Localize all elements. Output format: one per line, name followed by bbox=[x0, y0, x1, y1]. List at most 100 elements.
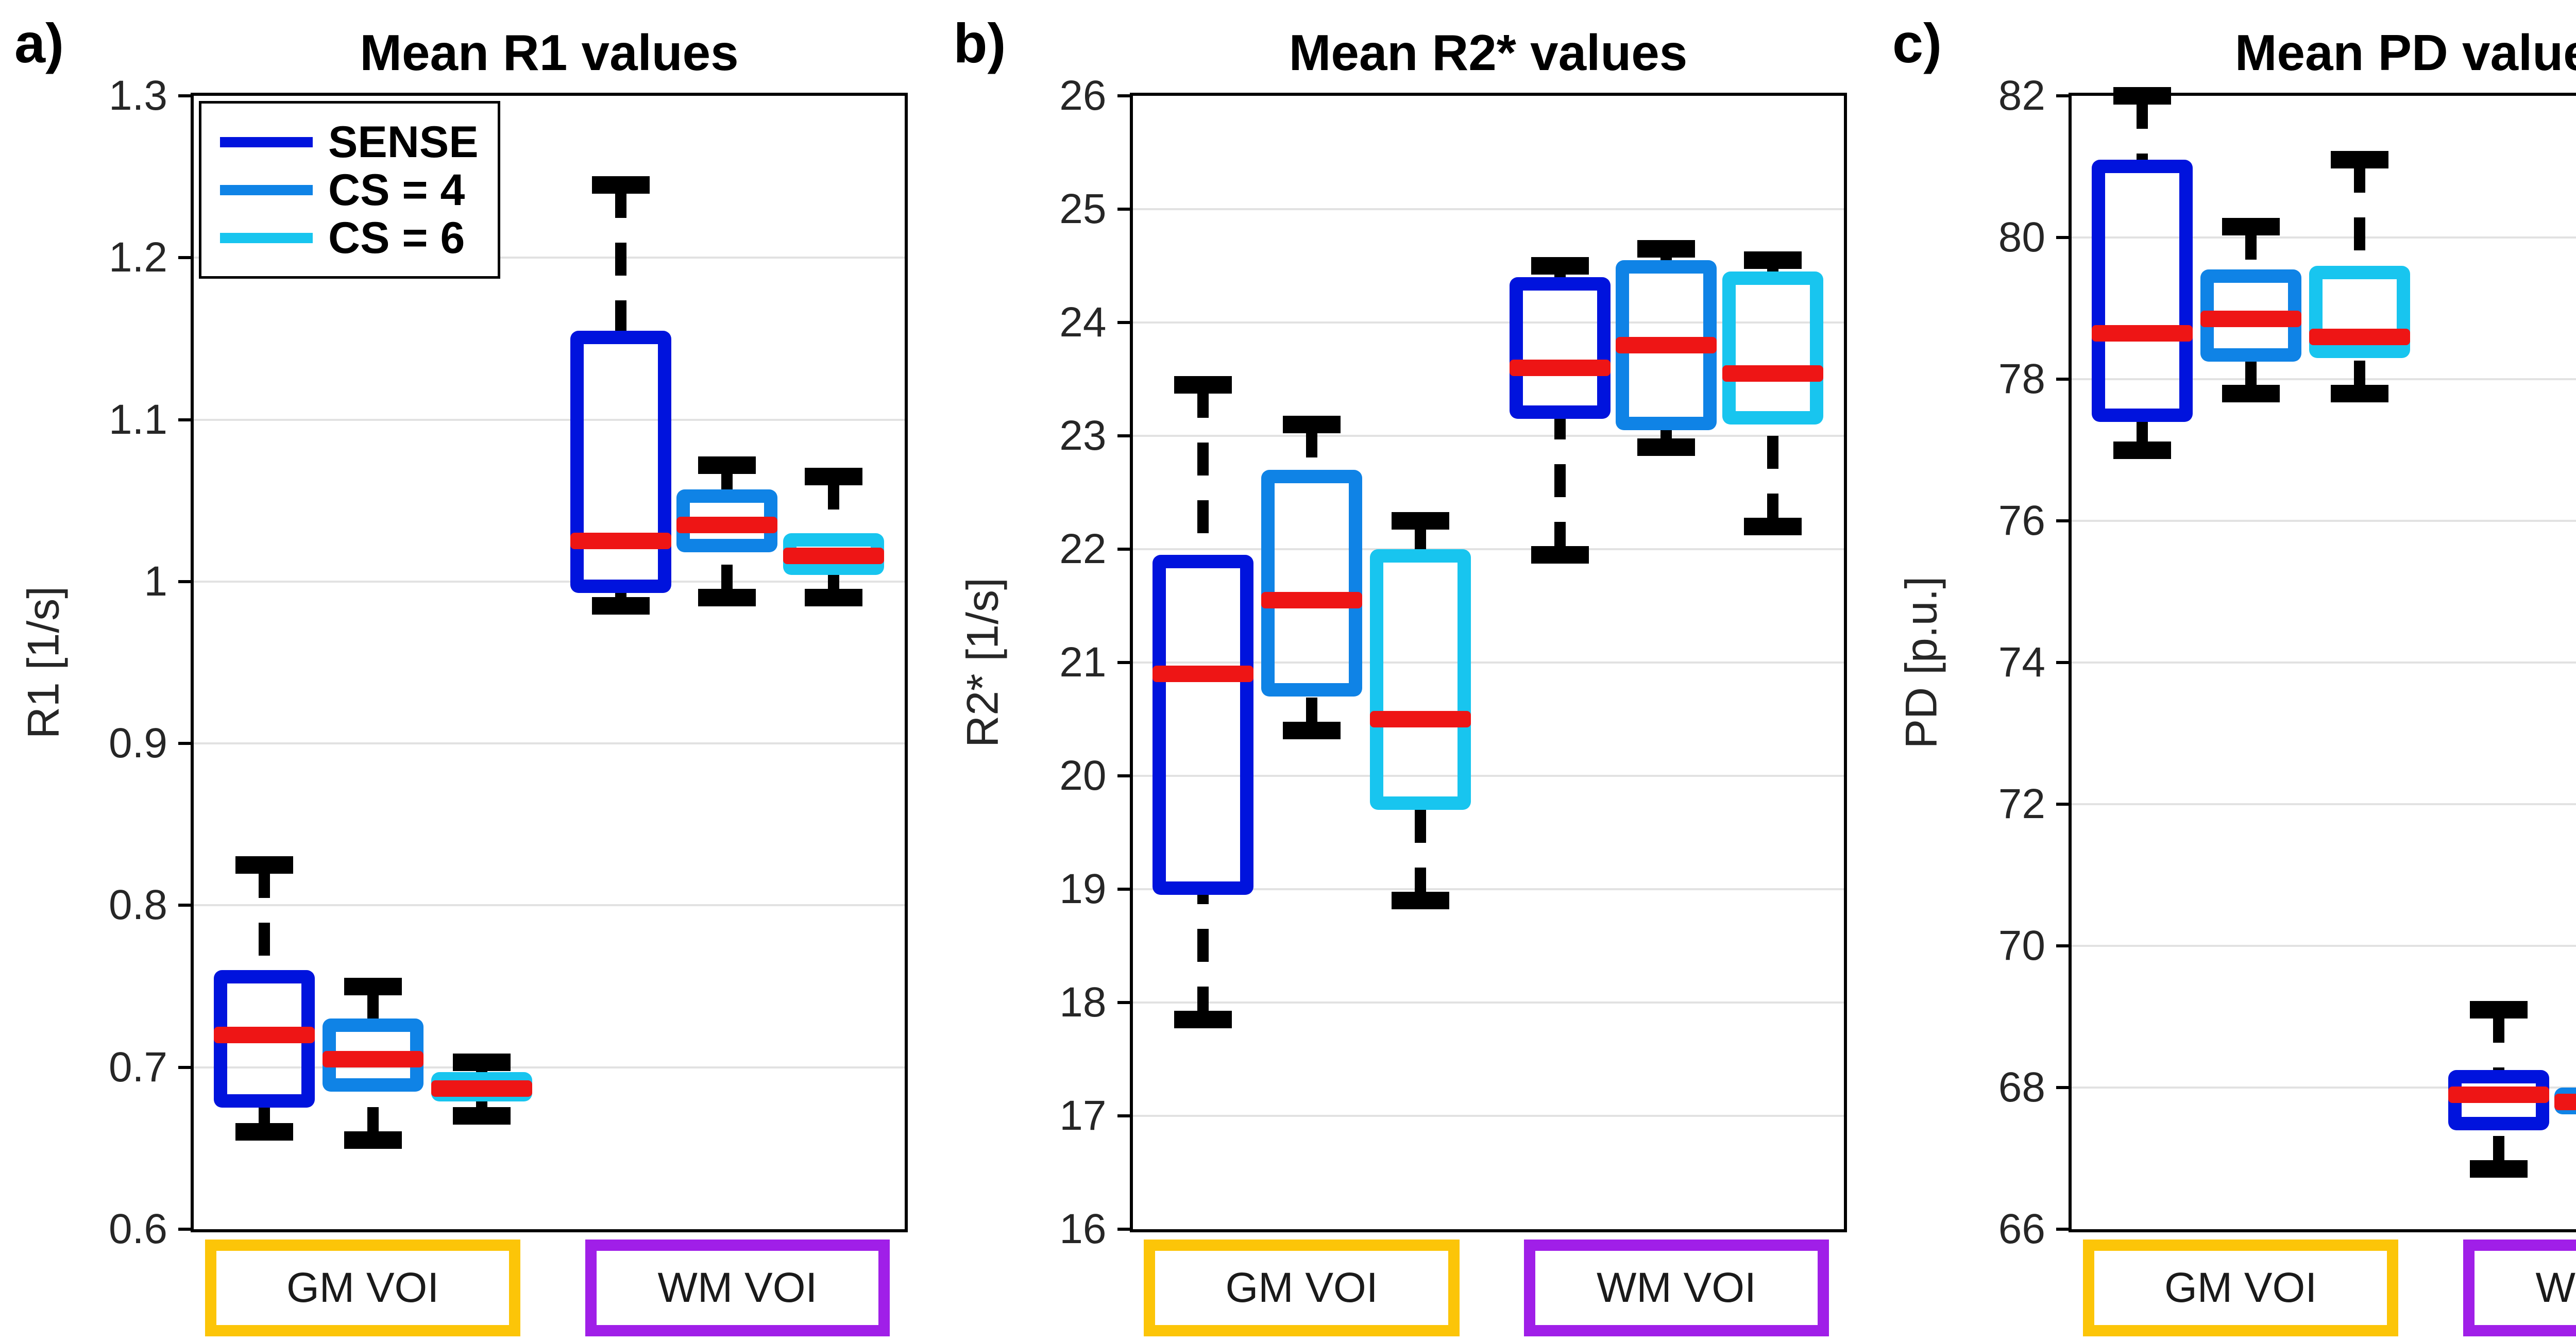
y-tick-mark bbox=[1117, 321, 1130, 324]
gridline bbox=[194, 1066, 905, 1068]
y-tick-label: 18 bbox=[1059, 979, 1107, 1026]
median-line bbox=[1615, 337, 1717, 353]
gm-voi-label: GM VOI bbox=[205, 1240, 521, 1336]
y-axis-label: R1 [1/s] bbox=[19, 586, 69, 739]
gridline bbox=[1132, 1001, 1844, 1004]
legend-swatch bbox=[220, 137, 313, 147]
gridline bbox=[1132, 435, 1844, 437]
panel-b: b) Mean R2* values 16 17 18 19 20 21 22 23 24 25 26 R… bbox=[939, 0, 1878, 1341]
whisker-cap bbox=[805, 589, 862, 607]
gridline bbox=[2072, 378, 2576, 380]
y-tick-label: 16 bbox=[1059, 1206, 1107, 1252]
y-tick-mark bbox=[1117, 661, 1130, 664]
whisker-cap bbox=[1283, 416, 1341, 433]
y-axis-label: R2* [1/s] bbox=[958, 578, 1007, 748]
whisker-cap bbox=[1174, 376, 1232, 394]
y-tick-label: 0.8 bbox=[109, 881, 167, 929]
y-tick-mark bbox=[1117, 1001, 1130, 1004]
whisker-cap bbox=[2222, 384, 2280, 402]
whisker-cap bbox=[592, 176, 650, 194]
whisker-line bbox=[2353, 159, 2365, 266]
plot-area bbox=[2069, 87, 2576, 1232]
panel-title: Mean R1 values bbox=[360, 24, 739, 81]
whisker-cap bbox=[1531, 257, 1589, 275]
whisker-cap bbox=[1174, 1011, 1232, 1028]
whisker-line bbox=[1415, 810, 1427, 901]
boxplot-box bbox=[2448, 1070, 2550, 1130]
y-tick-mark bbox=[2056, 661, 2069, 664]
y-tick-mark bbox=[178, 256, 191, 260]
y-tick-label: 0.9 bbox=[109, 720, 167, 767]
y-tick-label: 82 bbox=[1998, 72, 2045, 119]
y-axis-label: PD [p.u.] bbox=[1896, 576, 1946, 749]
gridline bbox=[194, 580, 905, 583]
plot-area: SENSE CS = 4 CS = 6 bbox=[191, 93, 908, 1232]
panel-letter: b) bbox=[953, 12, 1006, 74]
y-tick-label: 72 bbox=[1998, 780, 2045, 827]
gridline bbox=[1132, 775, 1844, 777]
gridline bbox=[1132, 661, 1844, 664]
whisker-cap bbox=[1743, 251, 1802, 269]
gridline bbox=[1132, 321, 1844, 324]
legend: SENSE CS = 4 CS = 6 bbox=[199, 101, 500, 279]
whisker-line bbox=[258, 864, 270, 971]
whisker-line bbox=[721, 552, 733, 598]
y-tick-label: 68 bbox=[1998, 1064, 2045, 1111]
whisker-line bbox=[1554, 419, 1566, 555]
y-tick-mark bbox=[1117, 208, 1130, 211]
y-tick-mark bbox=[2056, 803, 2069, 806]
gridline bbox=[2072, 803, 2576, 805]
y-tick-mark bbox=[178, 418, 191, 421]
gridline bbox=[1132, 548, 1844, 550]
whisker-line bbox=[2493, 1130, 2505, 1169]
y-tick-mark bbox=[178, 94, 191, 97]
y-tick-label: 1.2 bbox=[109, 234, 167, 281]
median-line bbox=[1370, 711, 1471, 727]
y-tick-mark bbox=[2056, 378, 2069, 381]
y-tick-label: 25 bbox=[1059, 185, 1107, 232]
whisker-cap bbox=[2330, 150, 2388, 168]
boxplot-box bbox=[1509, 277, 1611, 419]
gridline bbox=[2072, 236, 2576, 239]
whisker-cap bbox=[698, 456, 756, 474]
y-tick-label: 20 bbox=[1059, 752, 1107, 799]
gridline bbox=[2072, 661, 2576, 664]
whisker-line bbox=[615, 184, 627, 331]
whisker-cap bbox=[2222, 218, 2280, 236]
plot-area bbox=[1129, 93, 1847, 1232]
y-tick-label: 78 bbox=[1998, 355, 2045, 402]
whisker-cap bbox=[592, 597, 650, 615]
legend-item-label: CS = 4 bbox=[328, 165, 465, 215]
y-tick-mark bbox=[2056, 94, 2069, 97]
whisker-cap bbox=[1531, 546, 1589, 564]
y-tick-mark bbox=[2056, 236, 2069, 239]
y-tick-mark bbox=[1117, 774, 1130, 777]
whisker-line bbox=[1306, 425, 1318, 470]
whisker-line bbox=[2353, 358, 2365, 394]
whisker-cap bbox=[2113, 441, 2171, 459]
median-line bbox=[1722, 365, 1823, 382]
y-tick-mark bbox=[1117, 94, 1130, 97]
whisker-cap bbox=[235, 856, 293, 874]
whisker-line bbox=[2136, 96, 2148, 160]
panel-title: Mean R2* values bbox=[1289, 24, 1688, 81]
median-line bbox=[213, 1026, 315, 1043]
whisker-cap bbox=[452, 1054, 511, 1072]
y-tick-label: 70 bbox=[1998, 922, 2045, 969]
y-tick-label: 76 bbox=[1998, 497, 2045, 544]
panel-a: a) Mean R1 values SENSE CS = 4 CS = 6 0.6 0.7 0… bbox=[0, 0, 939, 1341]
gm-voi-label: GM VOI bbox=[1144, 1240, 1460, 1336]
median-line bbox=[1509, 360, 1611, 376]
boxplot-box bbox=[1370, 549, 1471, 810]
whisker-cap bbox=[1637, 438, 1695, 456]
whisker-cap bbox=[1637, 240, 1695, 258]
y-tick-label: 0.6 bbox=[109, 1206, 167, 1252]
panel-c: c) Mean PD values 66 68 70 72 74 76 78 80 82 PD [p.… bbox=[1878, 0, 2576, 1341]
gridline bbox=[194, 418, 905, 421]
boxplot-box bbox=[1153, 555, 1254, 895]
y-tick-mark bbox=[2056, 944, 2069, 947]
whisker-cap bbox=[1392, 892, 1450, 909]
gridline bbox=[2072, 1087, 2576, 1089]
y-tick-label: 66 bbox=[1998, 1206, 2045, 1252]
